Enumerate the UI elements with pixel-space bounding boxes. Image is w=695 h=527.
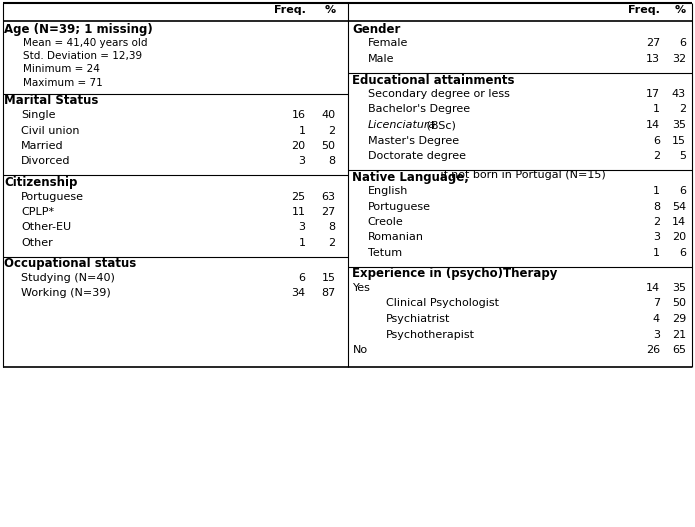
Text: 5: 5 (679, 151, 686, 161)
Text: 11: 11 (291, 207, 306, 217)
Text: Civil union: Civil union (21, 125, 79, 135)
Text: 8: 8 (328, 222, 336, 232)
Text: Divorced: Divorced (21, 157, 70, 167)
Text: Maximum = 71: Maximum = 71 (23, 77, 103, 87)
Text: Freq.: Freq. (628, 5, 660, 15)
Text: 32: 32 (672, 54, 686, 64)
Text: Other-EU: Other-EU (21, 222, 71, 232)
Text: if not born in Portugal (N=15): if not born in Portugal (N=15) (437, 171, 606, 181)
Text: 6: 6 (679, 248, 686, 258)
Text: 2: 2 (328, 238, 336, 248)
Text: 63: 63 (322, 191, 336, 201)
Text: Experience in (psycho)Therapy: Experience in (psycho)Therapy (352, 268, 558, 280)
Text: Studying (N=40): Studying (N=40) (21, 273, 115, 283)
Text: Married: Married (21, 141, 64, 151)
Text: 13: 13 (646, 54, 660, 64)
Text: Single: Single (21, 110, 56, 120)
Text: 25: 25 (291, 191, 306, 201)
Text: 3: 3 (653, 232, 660, 242)
Text: 14: 14 (646, 283, 660, 293)
Text: 3: 3 (653, 329, 660, 339)
Text: No: No (352, 345, 368, 355)
Text: 15: 15 (322, 273, 336, 283)
Text: 3: 3 (298, 222, 306, 232)
Text: 35: 35 (672, 120, 686, 130)
Text: 20: 20 (672, 232, 686, 242)
Text: %: % (325, 5, 336, 15)
Text: 7: 7 (653, 298, 660, 308)
Text: 27: 27 (321, 207, 336, 217)
Text: 1: 1 (653, 248, 660, 258)
Text: Secondary degree or less: Secondary degree or less (368, 89, 509, 99)
Text: Portuguese: Portuguese (368, 201, 430, 211)
Text: 1: 1 (298, 238, 306, 248)
Text: Marital Status: Marital Status (4, 94, 99, 108)
Text: 6: 6 (653, 135, 660, 145)
Text: 2: 2 (653, 217, 660, 227)
Text: Other: Other (21, 238, 53, 248)
Text: Occupational status: Occupational status (4, 258, 136, 270)
Text: CPLP*: CPLP* (21, 207, 54, 217)
Text: 8: 8 (653, 201, 660, 211)
Text: 17: 17 (646, 89, 660, 99)
Text: Bachelor's Degree: Bachelor's Degree (368, 104, 470, 114)
Text: 34: 34 (291, 288, 306, 298)
Text: Clinical Psychologist: Clinical Psychologist (386, 298, 498, 308)
Text: 2: 2 (328, 125, 336, 135)
Text: 6: 6 (679, 38, 686, 48)
Text: 27: 27 (646, 38, 660, 48)
Text: 3: 3 (298, 157, 306, 167)
Text: Doctorate degree: Doctorate degree (368, 151, 466, 161)
Text: 15: 15 (672, 135, 686, 145)
Text: Psychiatrist: Psychiatrist (386, 314, 450, 324)
Text: Romanian: Romanian (368, 232, 423, 242)
Text: Mean = 41,40 years old: Mean = 41,40 years old (23, 38, 147, 48)
Text: Tetum: Tetum (368, 248, 402, 258)
Text: 20: 20 (291, 141, 306, 151)
Text: 6: 6 (679, 186, 686, 196)
Text: Psychotherapist: Psychotherapist (386, 329, 475, 339)
Text: Working (N=39): Working (N=39) (21, 288, 111, 298)
Text: (BSc): (BSc) (423, 120, 456, 130)
Text: Std. Deviation = 12,39: Std. Deviation = 12,39 (23, 52, 142, 62)
Text: 8: 8 (328, 157, 336, 167)
Text: 65: 65 (672, 345, 686, 355)
Text: Minimum = 24: Minimum = 24 (23, 64, 100, 74)
Text: 1: 1 (653, 104, 660, 114)
Text: Creole: Creole (368, 217, 403, 227)
Text: 35: 35 (672, 283, 686, 293)
Text: Female: Female (368, 38, 408, 48)
Text: 40: 40 (321, 110, 336, 120)
Text: Male: Male (368, 54, 394, 64)
Text: Citizenship: Citizenship (4, 176, 77, 189)
Text: Educational attainments: Educational attainments (352, 73, 515, 86)
Text: 87: 87 (321, 288, 336, 298)
Text: 1: 1 (653, 186, 660, 196)
Text: 21: 21 (672, 329, 686, 339)
Text: 54: 54 (672, 201, 686, 211)
Text: 6: 6 (298, 273, 306, 283)
Text: Master's Degree: Master's Degree (368, 135, 459, 145)
Text: 14: 14 (646, 120, 660, 130)
Text: Gender: Gender (352, 23, 401, 36)
Text: 50: 50 (322, 141, 336, 151)
Text: Portuguese: Portuguese (21, 191, 84, 201)
Text: 4: 4 (653, 314, 660, 324)
Text: 1: 1 (298, 125, 306, 135)
Text: English: English (368, 186, 408, 196)
Text: 2: 2 (679, 104, 686, 114)
Text: 16: 16 (291, 110, 306, 120)
Text: 43: 43 (672, 89, 686, 99)
Text: 26: 26 (646, 345, 660, 355)
Text: Freq.: Freq. (274, 5, 306, 15)
Text: %: % (675, 5, 686, 15)
Text: 2: 2 (653, 151, 660, 161)
Text: Yes: Yes (352, 283, 370, 293)
Text: Licenciatura: Licenciatura (368, 120, 436, 130)
Text: Age (N=39; 1 missing): Age (N=39; 1 missing) (4, 23, 153, 36)
Text: Native Language,: Native Language, (352, 171, 469, 183)
Text: 50: 50 (672, 298, 686, 308)
Text: 14: 14 (672, 217, 686, 227)
Text: 29: 29 (672, 314, 686, 324)
